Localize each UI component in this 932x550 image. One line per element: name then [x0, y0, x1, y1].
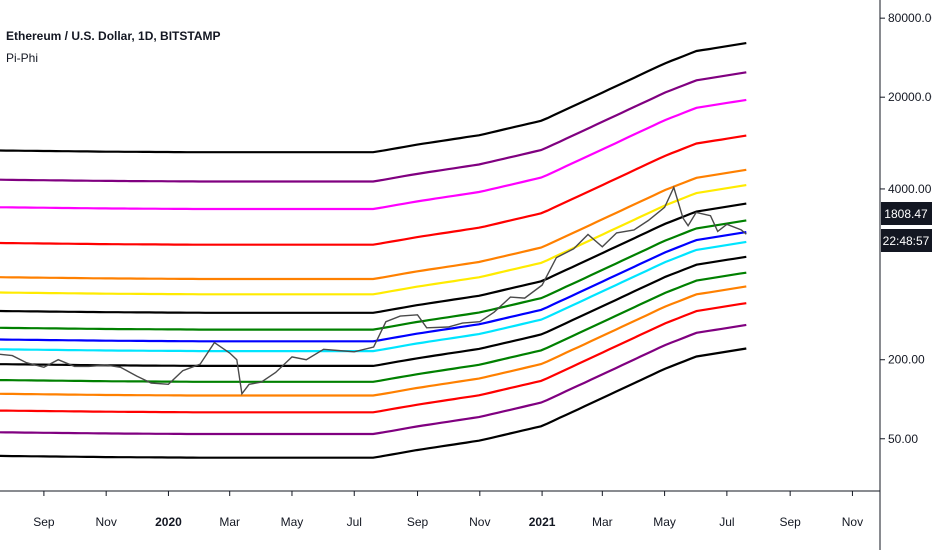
band-line-11 — [0, 255, 747, 367]
x-tick-label: 2020 — [155, 515, 182, 529]
chart-title: Ethereum / U.S. Dollar, 1D, BITSTAMP — [6, 29, 220, 43]
x-tick-label: May — [281, 515, 304, 529]
x-tick-label: Sep — [407, 515, 429, 529]
y-tick-label: 80000.00 — [888, 11, 932, 25]
band-line-5 — [0, 168, 747, 281]
y-tick-label: 200.00 — [888, 353, 925, 367]
x-tick-label: Nov — [469, 515, 490, 529]
band-line-16 — [0, 347, 747, 459]
band-line-14 — [0, 302, 747, 414]
price-line — [0, 185, 747, 396]
band-line-3 — [0, 98, 747, 211]
band-line-15 — [0, 323, 747, 436]
x-tick-label: Nov — [95, 515, 116, 529]
band-line-13 — [0, 285, 747, 397]
x-tick-label: Mar — [592, 515, 613, 529]
price-badge — [881, 202, 932, 225]
band-line-2 — [0, 71, 747, 183]
x-tick-label: May — [653, 515, 676, 529]
band-line-4 — [0, 134, 747, 246]
x-tick-label: Jul — [347, 515, 362, 529]
band-line-10 — [0, 240, 747, 353]
y-tick-label: 4000.00 — [888, 182, 932, 196]
x-tick-label: 2021 — [529, 515, 556, 529]
x-tick-label: Nov — [842, 515, 863, 529]
band-line-8 — [0, 219, 747, 331]
x-tick-label: Jul — [719, 515, 734, 529]
indicator-name: Pi-Phi — [6, 51, 38, 65]
band-line-7 — [0, 202, 747, 314]
y-tick-label: 50.00 — [888, 432, 918, 446]
x-tick-label: Mar — [219, 515, 240, 529]
y-tick-label: 20000.00 — [888, 90, 932, 104]
countdown-badge-label: 22:48:57 — [883, 234, 930, 248]
x-tick-label: Sep — [779, 515, 801, 529]
band-line-12 — [0, 271, 747, 383]
x-tick-label: Sep — [33, 515, 55, 529]
band-line-6 — [0, 184, 747, 296]
band-line-1 — [0, 42, 747, 154]
band-line-9 — [0, 231, 747, 343]
countdown-badge — [881, 229, 932, 252]
price-badge-label: 1808.47 — [884, 207, 928, 221]
